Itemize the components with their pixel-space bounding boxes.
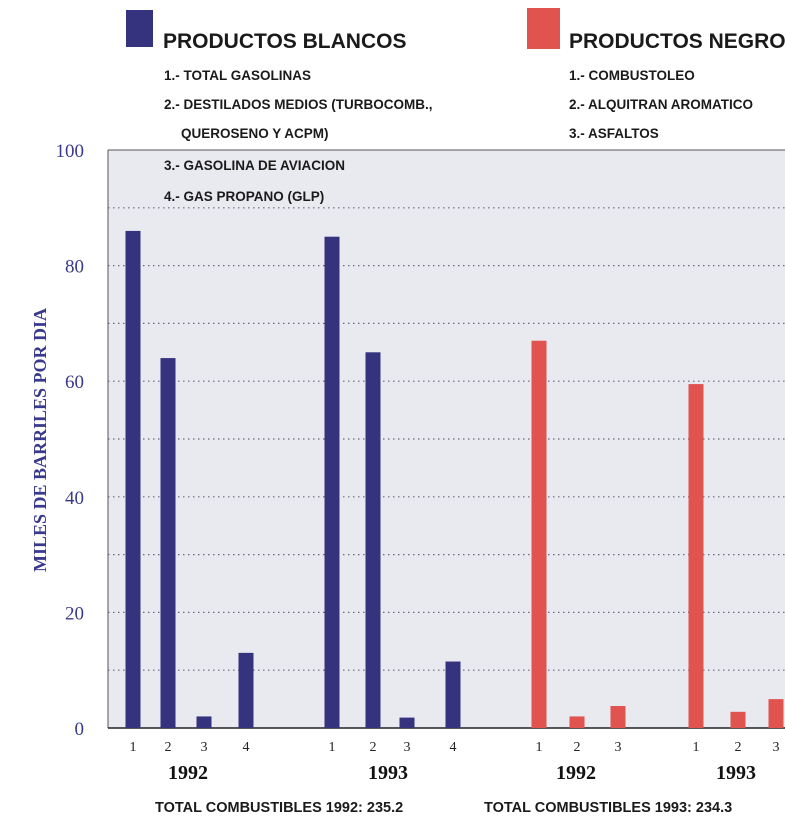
legend-title-negros: PRODUCTOS NEGROS <box>569 30 785 53</box>
x-tick-1993-2: 2 <box>370 740 377 755</box>
x-tick-1993-3: 3 <box>773 740 780 755</box>
bar-blancos-1993-4 <box>445 661 461 728</box>
bar-negros-1993-1 <box>688 384 704 728</box>
year-label-negros-1993: 1993 <box>716 762 756 784</box>
y-tick-80: 80 <box>65 257 84 278</box>
legend-item-blancos-2b: QUEROSENO Y ACPM) <box>181 126 329 141</box>
bar-blancos-1992-4 <box>238 652 254 728</box>
x-tick-1992-2: 2 <box>574 740 581 755</box>
legend-item-negros-3: 3.- ASFALTOS <box>569 126 659 141</box>
legend-item-blancos-3: 3.- GASOLINA DE AVIACION <box>164 158 345 173</box>
bar-blancos-1993-3 <box>399 717 415 728</box>
bar-negros-1992-3 <box>610 706 626 728</box>
x-tick-1992-4: 4 <box>243 740 250 755</box>
x-tick-1992-3: 3 <box>615 740 622 755</box>
y-axis-label: MILES DE BARRILES POR DIA <box>30 308 50 572</box>
bar-negros-1993-3 <box>768 699 784 728</box>
bar-blancos-1992-2 <box>160 358 176 728</box>
bar-blancos-1992-1 <box>125 230 141 729</box>
y-tick-20: 20 <box>65 603 84 624</box>
total-1993: TOTAL COMBUSTIBLES 1993: 234.3 <box>484 800 732 816</box>
x-tick-1992-3: 3 <box>201 740 208 755</box>
y-tick-60: 60 <box>65 372 84 393</box>
total-1992: TOTAL COMBUSTIBLES 1992: 235.2 <box>155 800 403 816</box>
legend-swatch-negros <box>527 8 560 49</box>
x-tick-1993-1: 1 <box>693 740 700 755</box>
x-tick-1992-1: 1 <box>130 740 137 755</box>
x-tick-1992-1: 1 <box>536 740 543 755</box>
legend-item-blancos-2: 2.- DESTILADOS MEDIOS (TURBOCOMB., <box>164 97 433 112</box>
year-label-blancos-1992: 1992 <box>168 762 208 784</box>
y-tick-40: 40 <box>65 488 84 509</box>
x-tick-1992-2: 2 <box>165 740 172 755</box>
x-tick-1993-3: 3 <box>404 740 411 755</box>
legend-item-blancos-1: 1.- TOTAL GASOLINAS <box>164 68 311 83</box>
y-tick-100: 100 <box>56 141 85 162</box>
legend-swatch-blancos <box>126 10 153 47</box>
bar-blancos-1993-2 <box>365 352 381 728</box>
year-label-negros-1992: 1992 <box>556 762 596 784</box>
legend-item-negros-2: 2.- ALQUITRAN AROMATICO <box>569 97 753 112</box>
x-tick-labels: 1 2 3 4 1 2 3 4 1 2 3 1 2 3 <box>130 740 780 755</box>
y-tick-labels: 0 20 40 60 80 100 <box>56 141 85 740</box>
legend-item-negros-1: 1.- COMBUSTOLEO <box>569 68 695 83</box>
year-label-blancos-1993: 1993 <box>368 762 408 784</box>
bar-negros-1992-2 <box>569 716 585 728</box>
bar-negros-1993-2 <box>730 711 746 728</box>
legend-item-blancos-4: 4.- GAS PROPANO (GLP) <box>164 189 324 204</box>
legend-title-blancos: PRODUCTOS BLANCOS <box>163 30 406 53</box>
x-tick-1993-1: 1 <box>329 740 336 755</box>
y-tick-0: 0 <box>75 719 85 740</box>
plot-area <box>108 150 785 728</box>
x-tick-1993-4: 4 <box>450 740 457 755</box>
bars <box>125 230 784 729</box>
x-tick-1993-2: 2 <box>735 740 742 755</box>
bar-blancos-1993-1 <box>324 236 340 728</box>
bar-negros-1992-1 <box>531 340 547 728</box>
bar-blancos-1992-3 <box>196 716 212 728</box>
